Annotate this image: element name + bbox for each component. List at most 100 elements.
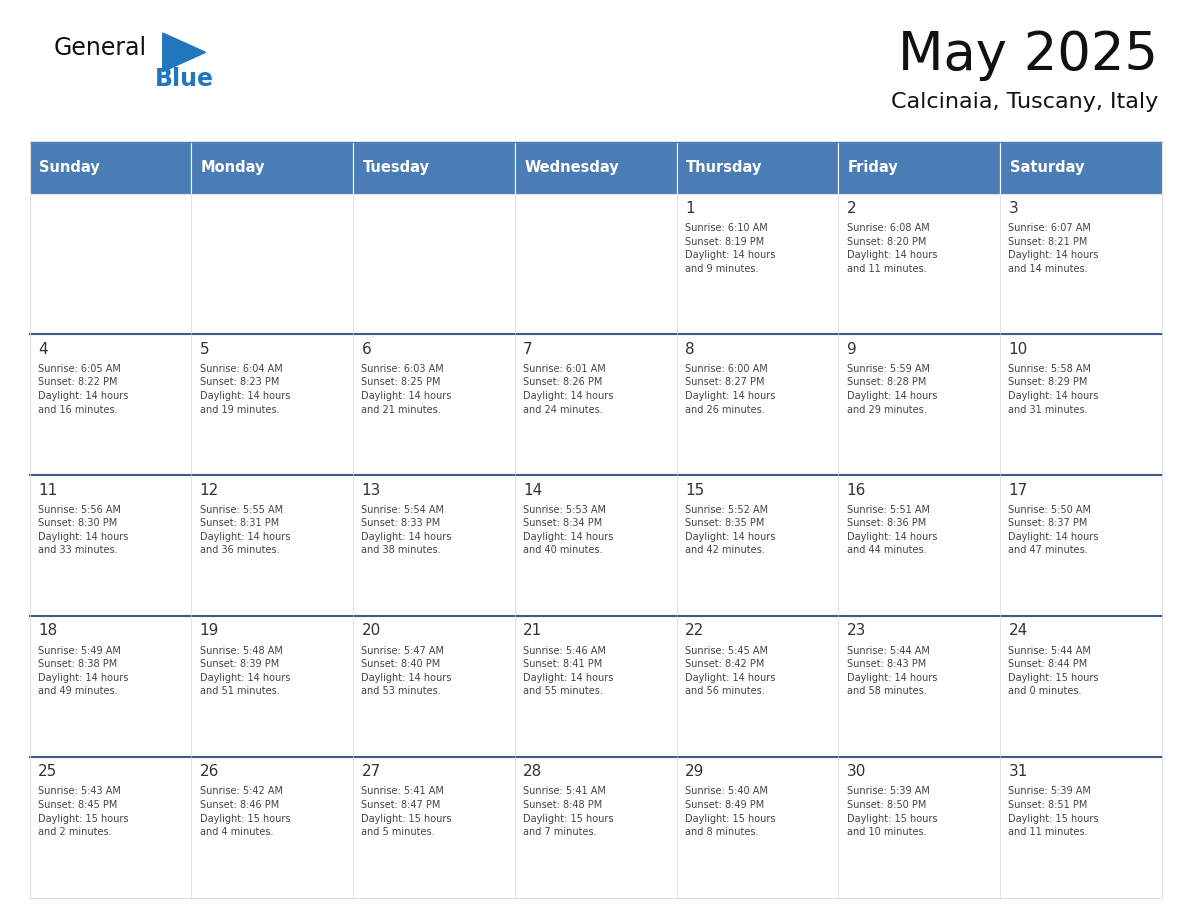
Text: Sunrise: 5:48 AM
Sunset: 8:39 PM
Daylight: 14 hours
and 51 minutes.: Sunrise: 5:48 AM Sunset: 8:39 PM Dayligh… bbox=[200, 645, 290, 697]
Text: 27: 27 bbox=[361, 765, 380, 779]
Text: 23: 23 bbox=[847, 623, 866, 639]
Bar bbox=[191, 757, 353, 898]
Text: Sunrise: 5:50 AM
Sunset: 8:37 PM
Daylight: 14 hours
and 47 minutes.: Sunrise: 5:50 AM Sunset: 8:37 PM Dayligh… bbox=[1009, 505, 1099, 555]
Text: Sunrise: 5:55 AM
Sunset: 8:31 PM
Daylight: 14 hours
and 36 minutes.: Sunrise: 5:55 AM Sunset: 8:31 PM Dayligh… bbox=[200, 505, 290, 555]
Bar bbox=[353, 757, 514, 898]
Text: 14: 14 bbox=[523, 483, 543, 498]
Bar bbox=[353, 334, 514, 476]
Bar bbox=[677, 334, 839, 476]
Bar bbox=[353, 142, 514, 194]
Text: Saturday: Saturday bbox=[1010, 161, 1085, 175]
Text: 16: 16 bbox=[847, 483, 866, 498]
Bar bbox=[677, 757, 839, 898]
Text: 3: 3 bbox=[1009, 201, 1018, 216]
Text: Sunrise: 5:43 AM
Sunset: 8:45 PM
Daylight: 15 hours
and 2 minutes.: Sunrise: 5:43 AM Sunset: 8:45 PM Dayligh… bbox=[38, 787, 128, 837]
Bar bbox=[30, 757, 191, 898]
Bar bbox=[514, 616, 677, 757]
Text: 30: 30 bbox=[847, 765, 866, 779]
Bar bbox=[30, 142, 191, 194]
Bar bbox=[677, 142, 839, 194]
Text: 26: 26 bbox=[200, 765, 219, 779]
Bar bbox=[1000, 757, 1162, 898]
Text: 4: 4 bbox=[38, 341, 48, 357]
Text: 28: 28 bbox=[523, 765, 543, 779]
Text: Sunrise: 5:42 AM
Sunset: 8:46 PM
Daylight: 15 hours
and 4 minutes.: Sunrise: 5:42 AM Sunset: 8:46 PM Dayligh… bbox=[200, 787, 290, 837]
Text: Sunrise: 6:04 AM
Sunset: 8:23 PM
Daylight: 14 hours
and 19 minutes.: Sunrise: 6:04 AM Sunset: 8:23 PM Dayligh… bbox=[200, 364, 290, 415]
Bar bbox=[514, 757, 677, 898]
Bar bbox=[839, 757, 1000, 898]
Text: Sunrise: 6:05 AM
Sunset: 8:22 PM
Daylight: 14 hours
and 16 minutes.: Sunrise: 6:05 AM Sunset: 8:22 PM Dayligh… bbox=[38, 364, 128, 415]
Bar bbox=[514, 142, 677, 194]
Bar bbox=[30, 194, 191, 334]
Text: Sunrise: 5:44 AM
Sunset: 8:44 PM
Daylight: 15 hours
and 0 minutes.: Sunrise: 5:44 AM Sunset: 8:44 PM Dayligh… bbox=[1009, 645, 1099, 697]
Text: 12: 12 bbox=[200, 483, 219, 498]
Bar bbox=[839, 142, 1000, 194]
Text: Tuesday: Tuesday bbox=[362, 161, 430, 175]
Text: Sunrise: 6:03 AM
Sunset: 8:25 PM
Daylight: 14 hours
and 21 minutes.: Sunrise: 6:03 AM Sunset: 8:25 PM Dayligh… bbox=[361, 364, 451, 415]
Bar bbox=[353, 616, 514, 757]
Text: Sunrise: 5:49 AM
Sunset: 8:38 PM
Daylight: 14 hours
and 49 minutes.: Sunrise: 5:49 AM Sunset: 8:38 PM Dayligh… bbox=[38, 645, 128, 697]
Text: Wednesday: Wednesday bbox=[524, 161, 619, 175]
Text: Sunrise: 6:10 AM
Sunset: 8:19 PM
Daylight: 14 hours
and 9 minutes.: Sunrise: 6:10 AM Sunset: 8:19 PM Dayligh… bbox=[685, 223, 776, 274]
Bar bbox=[1000, 334, 1162, 476]
Text: Sunrise: 5:53 AM
Sunset: 8:34 PM
Daylight: 14 hours
and 40 minutes.: Sunrise: 5:53 AM Sunset: 8:34 PM Dayligh… bbox=[523, 505, 614, 555]
Bar bbox=[514, 194, 677, 334]
Text: 13: 13 bbox=[361, 483, 381, 498]
Bar bbox=[677, 476, 839, 616]
Text: Sunrise: 5:59 AM
Sunset: 8:28 PM
Daylight: 14 hours
and 29 minutes.: Sunrise: 5:59 AM Sunset: 8:28 PM Dayligh… bbox=[847, 364, 937, 415]
Text: Sunrise: 5:40 AM
Sunset: 8:49 PM
Daylight: 15 hours
and 8 minutes.: Sunrise: 5:40 AM Sunset: 8:49 PM Dayligh… bbox=[685, 787, 776, 837]
Bar bbox=[353, 194, 514, 334]
Text: 15: 15 bbox=[685, 483, 704, 498]
Text: Friday: Friday bbox=[848, 161, 898, 175]
Text: Sunrise: 6:00 AM
Sunset: 8:27 PM
Daylight: 14 hours
and 26 minutes.: Sunrise: 6:00 AM Sunset: 8:27 PM Dayligh… bbox=[685, 364, 776, 415]
Bar bbox=[514, 476, 677, 616]
Text: Blue: Blue bbox=[154, 67, 214, 91]
Bar bbox=[191, 334, 353, 476]
Text: Sunrise: 5:46 AM
Sunset: 8:41 PM
Daylight: 14 hours
and 55 minutes.: Sunrise: 5:46 AM Sunset: 8:41 PM Dayligh… bbox=[523, 645, 614, 697]
Bar bbox=[30, 616, 191, 757]
Text: 7: 7 bbox=[523, 341, 533, 357]
Text: 6: 6 bbox=[361, 341, 371, 357]
Polygon shape bbox=[163, 33, 206, 72]
Bar bbox=[1000, 194, 1162, 334]
Text: 18: 18 bbox=[38, 623, 57, 639]
Text: 8: 8 bbox=[685, 341, 695, 357]
Text: Sunrise: 6:07 AM
Sunset: 8:21 PM
Daylight: 14 hours
and 14 minutes.: Sunrise: 6:07 AM Sunset: 8:21 PM Dayligh… bbox=[1009, 223, 1099, 274]
Bar bbox=[677, 194, 839, 334]
Text: Sunrise: 5:52 AM
Sunset: 8:35 PM
Daylight: 14 hours
and 42 minutes.: Sunrise: 5:52 AM Sunset: 8:35 PM Dayligh… bbox=[685, 505, 776, 555]
Bar bbox=[1000, 476, 1162, 616]
Text: 19: 19 bbox=[200, 623, 219, 639]
Bar bbox=[191, 142, 353, 194]
Bar bbox=[1000, 142, 1162, 194]
Text: Thursday: Thursday bbox=[687, 161, 763, 175]
Bar bbox=[191, 194, 353, 334]
Text: Sunrise: 5:39 AM
Sunset: 8:50 PM
Daylight: 15 hours
and 10 minutes.: Sunrise: 5:39 AM Sunset: 8:50 PM Dayligh… bbox=[847, 787, 937, 837]
Text: 31: 31 bbox=[1009, 765, 1028, 779]
Bar bbox=[1000, 616, 1162, 757]
Text: Monday: Monday bbox=[201, 161, 265, 175]
Bar bbox=[839, 616, 1000, 757]
Text: 21: 21 bbox=[523, 623, 543, 639]
Text: Sunrise: 6:01 AM
Sunset: 8:26 PM
Daylight: 14 hours
and 24 minutes.: Sunrise: 6:01 AM Sunset: 8:26 PM Dayligh… bbox=[523, 364, 614, 415]
Bar bbox=[191, 476, 353, 616]
Text: 24: 24 bbox=[1009, 623, 1028, 639]
Bar bbox=[839, 476, 1000, 616]
Bar bbox=[30, 334, 191, 476]
Bar bbox=[839, 194, 1000, 334]
Text: Sunrise: 5:45 AM
Sunset: 8:42 PM
Daylight: 14 hours
and 56 minutes.: Sunrise: 5:45 AM Sunset: 8:42 PM Dayligh… bbox=[685, 645, 776, 697]
Bar bbox=[353, 476, 514, 616]
Text: Calcinaia, Tuscany, Italy: Calcinaia, Tuscany, Italy bbox=[891, 92, 1158, 112]
Text: Sunrise: 5:54 AM
Sunset: 8:33 PM
Daylight: 14 hours
and 38 minutes.: Sunrise: 5:54 AM Sunset: 8:33 PM Dayligh… bbox=[361, 505, 451, 555]
Text: Sunrise: 5:47 AM
Sunset: 8:40 PM
Daylight: 14 hours
and 53 minutes.: Sunrise: 5:47 AM Sunset: 8:40 PM Dayligh… bbox=[361, 645, 451, 697]
Text: 1: 1 bbox=[685, 201, 695, 216]
Text: Sunrise: 5:51 AM
Sunset: 8:36 PM
Daylight: 14 hours
and 44 minutes.: Sunrise: 5:51 AM Sunset: 8:36 PM Dayligh… bbox=[847, 505, 937, 555]
Bar bbox=[30, 476, 191, 616]
Text: Sunrise: 5:44 AM
Sunset: 8:43 PM
Daylight: 14 hours
and 58 minutes.: Sunrise: 5:44 AM Sunset: 8:43 PM Dayligh… bbox=[847, 645, 937, 697]
Text: Sunday: Sunday bbox=[39, 161, 100, 175]
Text: Sunrise: 6:08 AM
Sunset: 8:20 PM
Daylight: 14 hours
and 11 minutes.: Sunrise: 6:08 AM Sunset: 8:20 PM Dayligh… bbox=[847, 223, 937, 274]
Bar bbox=[677, 616, 839, 757]
Text: 25: 25 bbox=[38, 765, 57, 779]
Bar bbox=[514, 334, 677, 476]
Text: 11: 11 bbox=[38, 483, 57, 498]
Text: May 2025: May 2025 bbox=[898, 29, 1158, 82]
